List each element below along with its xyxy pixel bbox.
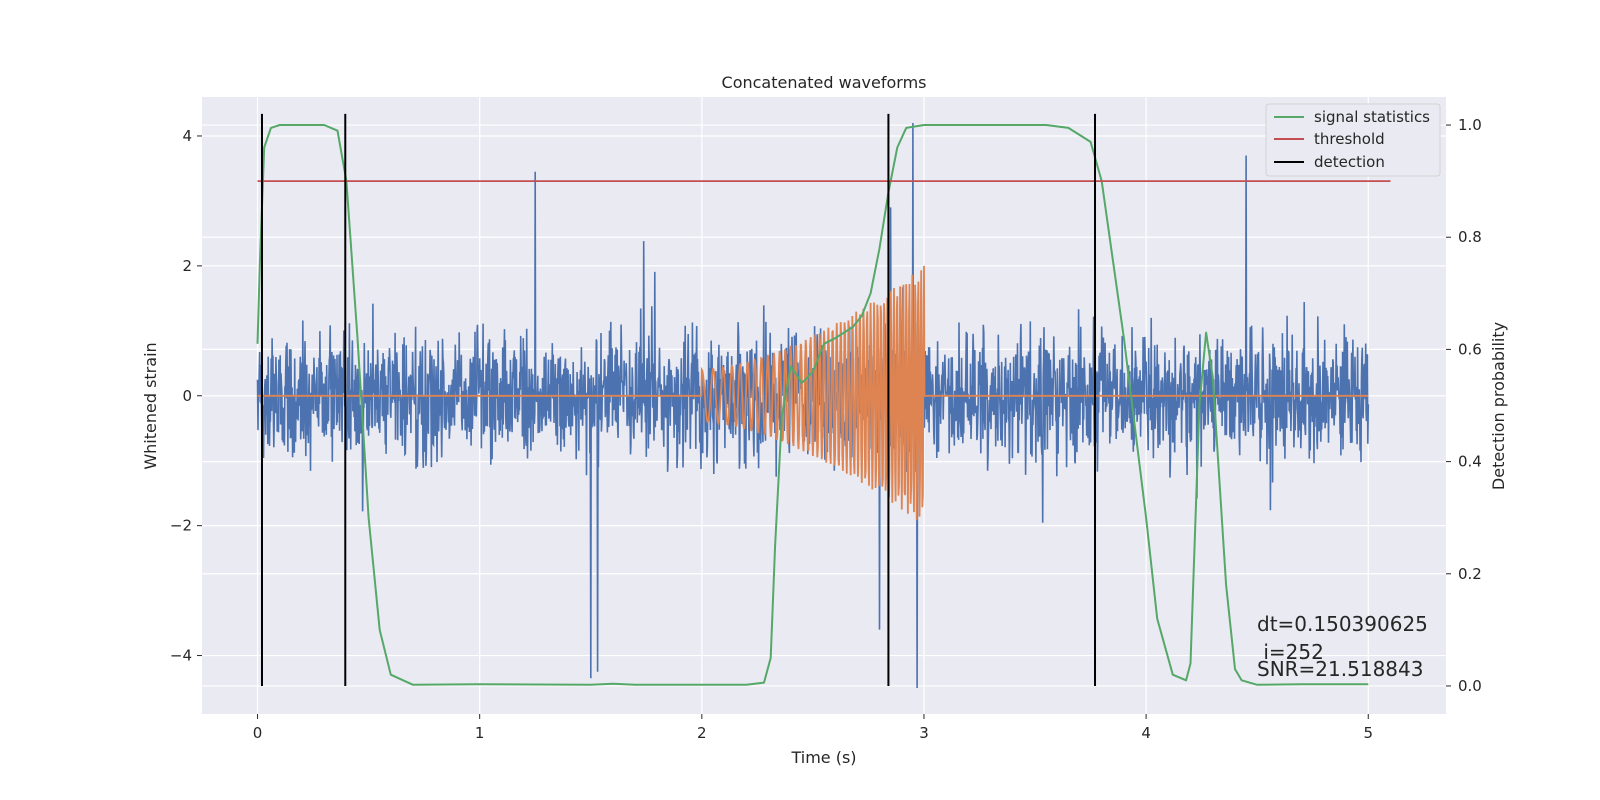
annotation-index: i=252 [1257, 640, 1324, 664]
y-tick-label-0: −4 [170, 647, 192, 665]
legend-entry-signal-statistics: signal statistics [1314, 108, 1430, 126]
legend-entry-threshold: threshold [1314, 130, 1385, 148]
y2-tick-label-1: 0.2 [1458, 565, 1482, 583]
x-tick-label-2: 2 [697, 724, 707, 742]
y2-tick-label-2: 0.4 [1458, 453, 1482, 471]
template-series [257, 265, 1369, 521]
y-tick-label-3: 2 [182, 257, 192, 275]
y2-tick-label-5: 1.0 [1458, 116, 1482, 134]
annotation-snr: SNR=21.518843 [1257, 657, 1423, 681]
y2-axis-label: Detection probability [1489, 322, 1508, 490]
y-tick-label-4: 4 [182, 127, 192, 145]
x-tick-label-1: 1 [475, 724, 485, 742]
legend: signal statistics threshold detection [1265, 103, 1441, 177]
x-tick-label-0: 0 [253, 724, 263, 742]
axis-ticks: 0 1 2 3 4 5 −4 −2 0 2 4 0.0 0.2 0.4 0.6 0.8 1.0 [170, 116, 1482, 742]
legend-entry-detection: detection [1314, 153, 1385, 171]
signal-statistics-line [256, 124, 1369, 686]
signal-statistics-series [256, 124, 1369, 686]
annotation-dt: dt=0.150390625 [1257, 612, 1428, 636]
template-line [257, 265, 1369, 521]
x-tick-label-3: 3 [919, 724, 929, 742]
y-axis-label: Whitened strain [141, 342, 160, 469]
x-tick-label-5: 5 [1363, 724, 1373, 742]
detection-series [260, 113, 1097, 686]
x-axis-label: Time (s) [790, 748, 856, 767]
y-tick-label-1: −2 [170, 517, 192, 535]
x-tick-label-4: 4 [1141, 724, 1151, 742]
y-tick-label-2: 0 [182, 387, 192, 405]
legend-box [1265, 103, 1441, 177]
chart-title: Concatenated waveforms [722, 73, 927, 92]
y2-tick-label-0: 0.0 [1458, 677, 1482, 695]
y2-tick-label-3: 0.6 [1458, 340, 1482, 358]
y2-tick-label-4: 0.8 [1458, 228, 1482, 246]
